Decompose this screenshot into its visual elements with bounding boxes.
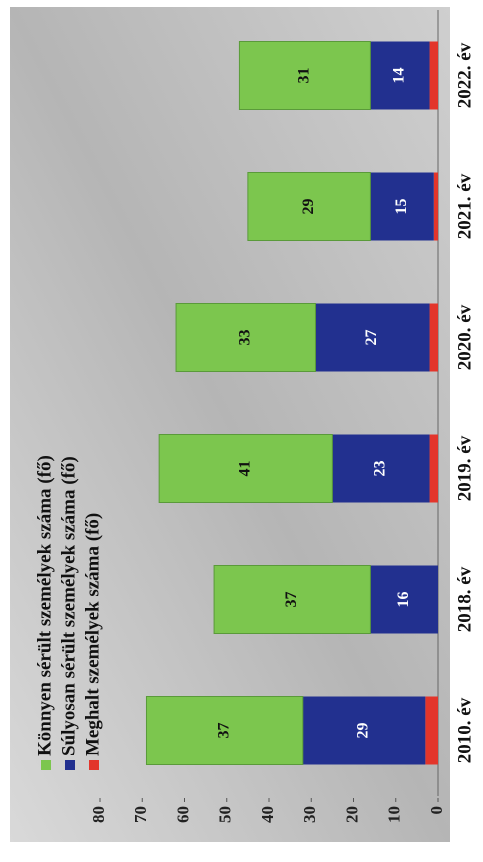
bar-segment — [302, 696, 426, 765]
bar-segment — [425, 696, 439, 765]
bar-segment — [145, 696, 304, 765]
x-tick-label: 2021. év — [454, 173, 475, 239]
value-label: 15 — [393, 199, 410, 215]
legend-label: Könnyen sérült személyek száma (fő) — [34, 455, 55, 756]
bar-segment — [433, 172, 438, 241]
y-tick-label: 50 — [216, 806, 235, 823]
x-tick-label: 2019. év — [454, 435, 475, 501]
bar-segment — [332, 434, 430, 503]
bar-segment — [429, 41, 438, 110]
bar-segment — [370, 41, 430, 110]
bar-segment — [247, 172, 371, 241]
value-label: 29 — [300, 199, 317, 215]
value-label: 41 — [236, 461, 253, 477]
value-label: 27 — [363, 330, 380, 346]
x-tick-label: 2022. év — [454, 42, 475, 108]
bar-segment — [175, 303, 316, 372]
y-tick-label: 60 — [173, 806, 192, 823]
y-tick-label: 20 — [342, 806, 361, 823]
legend: Könnyen sérült személyek száma (fő) Súlyo… — [34, 455, 103, 770]
value-label: 16 — [395, 592, 412, 608]
legend-swatch — [89, 760, 99, 770]
bar-segment — [315, 303, 430, 372]
y-tick-label: 80 — [89, 806, 108, 823]
value-label: 23 — [372, 461, 389, 477]
y-tick-label: 70 — [131, 806, 150, 823]
value-label: 14 — [391, 68, 408, 84]
legend-swatch — [65, 760, 75, 770]
x-tick-label: 2018. év — [454, 566, 475, 632]
y-tick-label: 30 — [300, 806, 319, 823]
x-tick-label: 2020. év — [454, 304, 475, 370]
x-tick-label: 2010. év — [454, 697, 475, 763]
bar-segment — [370, 172, 434, 241]
legend-label: Súlyosan sérült személyek száma (fő) — [58, 456, 79, 756]
bar-segment — [238, 41, 371, 110]
value-label: 33 — [236, 330, 253, 346]
bar-segment — [370, 565, 438, 634]
bar-segment — [158, 434, 333, 503]
y-tick-label: 0 — [427, 806, 446, 815]
y-tick-label: 40 — [258, 806, 277, 823]
value-label: 37 — [215, 723, 232, 739]
y-tick-label: 10 — [385, 806, 404, 823]
value-label: 37 — [283, 592, 300, 608]
legend-label: Meghalt személyek száma (fő) — [82, 513, 103, 756]
bar-segment — [213, 565, 371, 634]
legend-swatch — [41, 760, 51, 770]
bar-segment — [429, 303, 438, 372]
bar-segment — [429, 434, 438, 503]
value-label: 31 — [296, 68, 313, 84]
value-label: 29 — [355, 723, 372, 739]
